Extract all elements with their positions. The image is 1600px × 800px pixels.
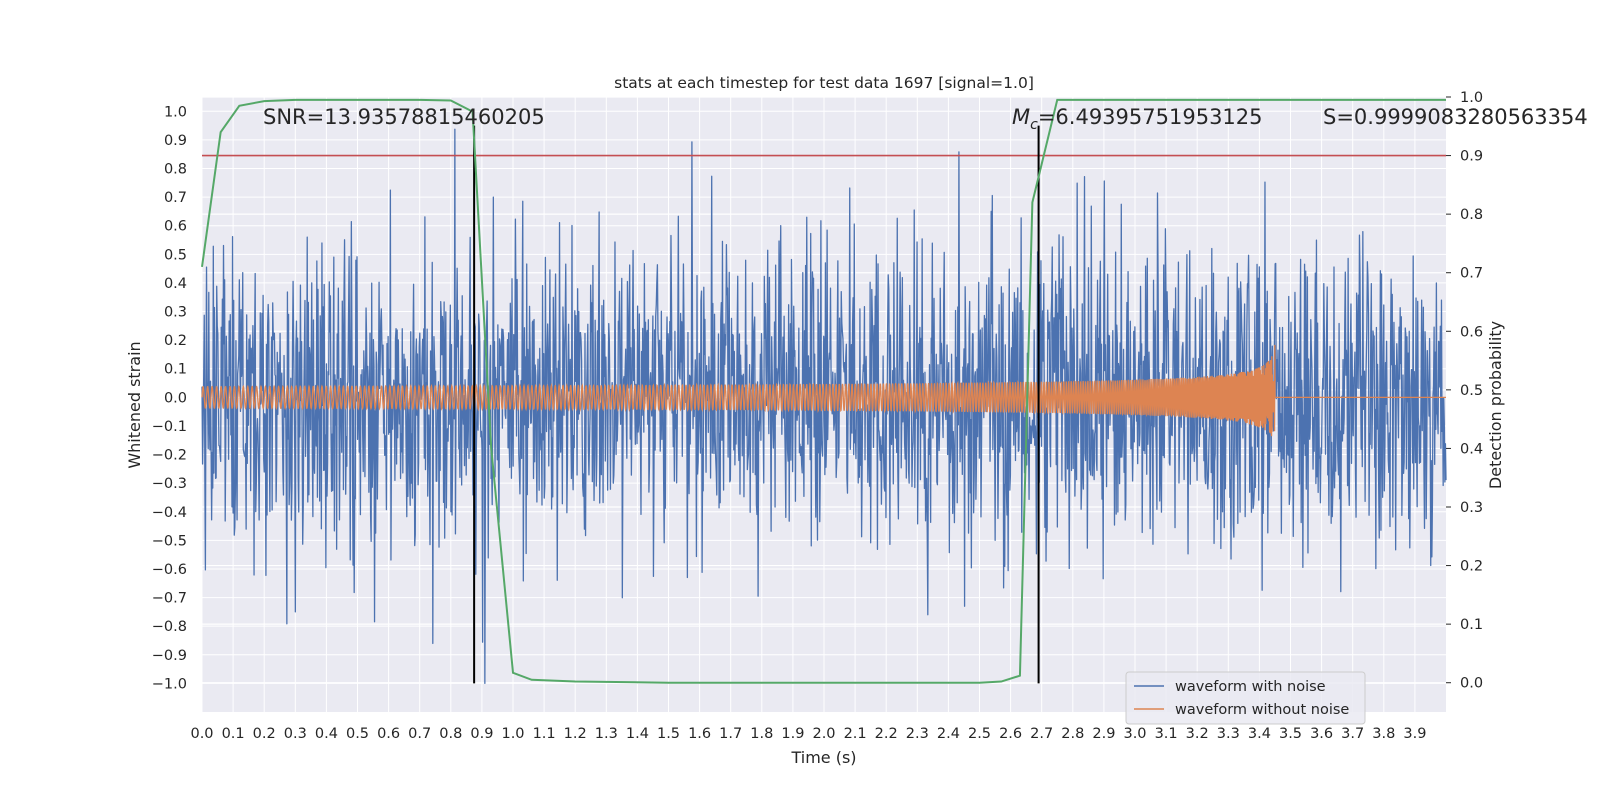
y-tick-label: 0.4: [164, 276, 187, 292]
x-tick-label: 0.0: [190, 726, 213, 742]
x-tick-label: 1.3: [595, 726, 618, 742]
y-tick-label: 0.7: [164, 190, 187, 206]
x-tick-label: 2.8: [1061, 726, 1084, 742]
x-tick-label: 3.8: [1372, 726, 1395, 742]
y-tick-label: −0.8: [152, 619, 187, 635]
legend-label-clean: waveform without noise: [1175, 702, 1349, 718]
chart-title: stats at each timestep for test data 169…: [614, 74, 1034, 92]
tick-labels: 0.0 0.1 0.2 0.3 0.4 0.5 0.6 0.7 0.8 0.9 1.0 1.1 1.2 1…: [152, 90, 1483, 742]
x-tick-label: 0.2: [253, 726, 276, 742]
y-tick-label: −0.9: [152, 648, 187, 664]
x-tick-label: 2.4: [937, 726, 960, 742]
overlay-layer: [201, 98, 1446, 684]
y-right-tick-label: 0.0: [1460, 676, 1483, 692]
y-tick-label: 0.2: [164, 333, 187, 349]
y-tick-label: 0.6: [164, 219, 187, 235]
x-tick-label: 1.5: [657, 726, 680, 742]
x-tick-label: 2.3: [906, 726, 929, 742]
x-tick-label: 0.4: [315, 726, 338, 742]
clean-waveform-line: [201, 344, 1446, 437]
clean-waveform-layer: [201, 344, 1446, 437]
x-tick-label: 3.4: [1248, 726, 1271, 742]
y-right-tick-label: 0.6: [1460, 324, 1483, 340]
x-axis-label: Time (s): [790, 748, 856, 767]
x-tick-label: 1.8: [750, 726, 773, 742]
x-tick-label: 0.7: [408, 726, 431, 742]
y-tick-label: 0.0: [164, 390, 187, 406]
x-tick-label: 0.3: [284, 726, 307, 742]
y-right-tick-label: 0.7: [1460, 266, 1483, 282]
y-tick-label: −0.4: [152, 505, 187, 521]
y-tick-label: −0.6: [152, 562, 187, 578]
x-tick-label: 0.5: [346, 726, 369, 742]
legend-label-noisy: waveform with noise: [1175, 679, 1326, 695]
y-tick-label: 0.5: [164, 247, 187, 263]
x-tick-label: 1.9: [781, 726, 804, 742]
y-tick-label: −0.7: [152, 591, 187, 607]
legend: waveform with noise waveform without noi…: [1125, 671, 1366, 725]
y-tick-label: 0.3: [164, 305, 187, 321]
x-tick-label: 0.8: [439, 726, 462, 742]
y-tick-label: −1.0: [152, 676, 187, 692]
legend-box: [1125, 671, 1366, 725]
y-tick-label: −0.5: [152, 533, 187, 549]
x-tick-label: 1.1: [533, 726, 556, 742]
y-tick-label: 0.1: [164, 362, 187, 378]
y-tick-label: −0.3: [152, 476, 187, 492]
x-tick-label: 3.0: [1123, 726, 1146, 742]
x-tick-label: 2.9: [1092, 726, 1115, 742]
y-right-tick-label: 0.4: [1460, 441, 1483, 457]
x-tick-label: 3.7: [1341, 726, 1364, 742]
y-right-tick-label: 0.3: [1460, 500, 1483, 516]
x-tick-label: 1.6: [688, 726, 711, 742]
x-tick-label: 1.2: [564, 726, 587, 742]
x-tick-label: 0.6: [377, 726, 400, 742]
x-tick-label: 3.1: [1155, 726, 1178, 742]
y-axis-label: Whitened strain: [125, 341, 144, 468]
x-tick-label: 1.7: [719, 726, 742, 742]
detection-probability-line: [201, 98, 1446, 684]
y-right-tick-label: 0.9: [1460, 149, 1483, 165]
x-tick-label: 0.1: [222, 726, 245, 742]
score-annotation: S=0.9999083280563354: [1323, 105, 1588, 129]
y-right-tick-label: 0.1: [1460, 617, 1483, 633]
snr-annotation: SNR=13.93578815460205: [263, 105, 545, 129]
noisy-waveform-line: [201, 128, 1447, 685]
x-tick-label: 2.7: [1030, 726, 1053, 742]
x-tick-label: 3.2: [1186, 726, 1209, 742]
x-tick-label: 3.9: [1403, 726, 1426, 742]
x-tick-label: 3.3: [1217, 726, 1240, 742]
x-tick-label: 1.0: [501, 726, 524, 742]
x-tick-label: 2.2: [875, 726, 898, 742]
y-tick-label: 0.8: [164, 162, 187, 178]
x-tick-label: 2.1: [844, 726, 867, 742]
y-right-axis-label: Detection probability: [1486, 321, 1505, 489]
y-right-tick-label: 0.8: [1460, 207, 1483, 223]
noisy-waveform-layer: [201, 128, 1447, 685]
y-tick-label: −0.1: [152, 419, 187, 435]
x-tick-label: 3.5: [1279, 726, 1302, 742]
x-tick-label: 2.0: [812, 726, 835, 742]
y-tick-label: 0.9: [164, 133, 187, 149]
x-tick-label: 2.5: [968, 726, 991, 742]
x-tick-label: 0.9: [470, 726, 493, 742]
x-tick-label: 1.4: [626, 726, 649, 742]
chirp-mass-annotation: Mc=6.49395751953125: [1012, 105, 1263, 133]
y-right-tick-label: 0.2: [1460, 559, 1483, 575]
x-tick-label: 2.6: [999, 726, 1022, 742]
y-tick-label: 1.0: [164, 104, 187, 120]
y-tick-label: −0.2: [152, 448, 187, 464]
y-right-tick-label: 1.0: [1460, 90, 1483, 106]
y-right-tick-label: 0.5: [1460, 383, 1483, 399]
x-tick-label: 3.6: [1310, 726, 1333, 742]
